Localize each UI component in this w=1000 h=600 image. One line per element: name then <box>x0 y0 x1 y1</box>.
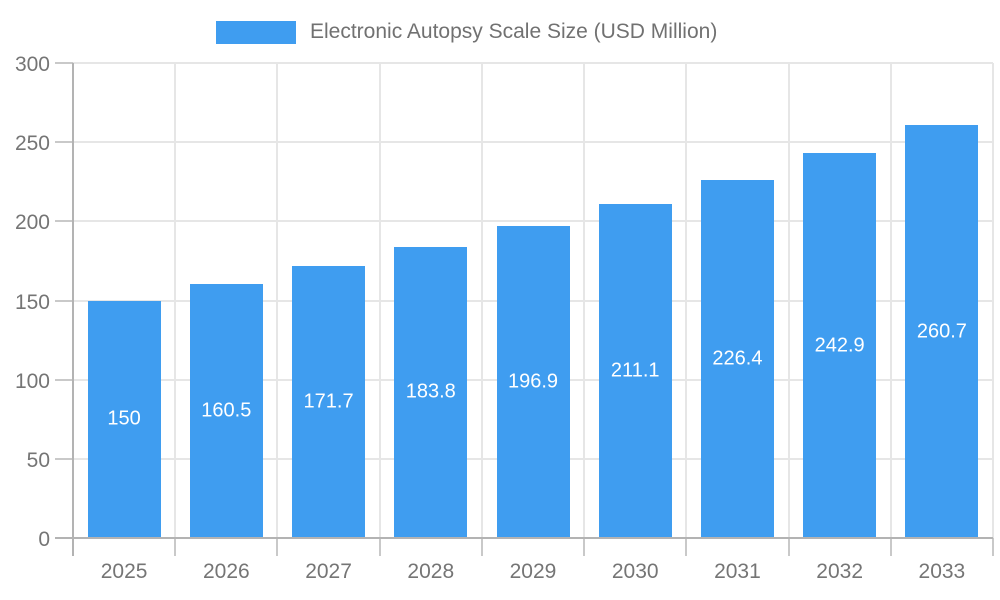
y-axis-line <box>72 63 74 556</box>
gridline-vertical <box>685 63 688 538</box>
gridline-vertical <box>276 63 279 538</box>
bar-value-label: 260.7 <box>916 320 967 343</box>
gridline-horizontal <box>73 220 993 223</box>
gridline-vertical <box>174 63 177 538</box>
y-axis-tick <box>55 299 73 302</box>
bar-value-label: 211.1 <box>610 359 660 382</box>
bar-value-label: 196.9 <box>507 370 559 393</box>
legend-swatch <box>216 20 296 44</box>
bar-value-label: 226.4 <box>712 347 763 370</box>
bar-value-label: 242.9 <box>814 334 865 357</box>
y-axis-tick <box>55 220 73 223</box>
gridline-vertical <box>378 63 381 538</box>
x-axis-tick <box>378 538 381 556</box>
y-axis-label: 250 <box>14 132 50 156</box>
bar-2027: 171.7 <box>292 266 366 538</box>
x-axis-label: 2029 <box>509 560 557 583</box>
x-axis-tick <box>787 538 790 556</box>
y-axis-label: 150 <box>14 290 50 314</box>
gridline-horizontal <box>73 141 993 144</box>
x-axis-label: 2028 <box>407 560 455 583</box>
bar-2033: 260.7 <box>905 125 979 538</box>
bar-2032: 242.9 <box>803 153 877 538</box>
y-axis-label: 50 <box>26 448 50 472</box>
gridline-vertical <box>889 63 892 538</box>
x-axis-label: 2033 <box>918 560 966 583</box>
x-axis-label: 2032 <box>816 560 864 583</box>
y-axis-tick <box>55 141 73 144</box>
gridline-vertical <box>480 63 483 538</box>
bar-2028: 183.8 <box>394 246 468 538</box>
x-axis-line <box>55 537 993 539</box>
bar-2026: 160.5 <box>189 283 263 538</box>
x-axis-tick <box>685 538 688 556</box>
bar-2031: 226.4 <box>700 179 774 538</box>
x-axis-tick <box>583 538 586 556</box>
bar-value-label: 171.7 <box>303 390 354 413</box>
x-axis-tick <box>480 538 483 556</box>
gridline-vertical <box>583 63 586 538</box>
bar-value-label: 183.8 <box>405 380 456 403</box>
x-axis-tick <box>276 538 279 556</box>
gridline-horizontal <box>73 62 993 64</box>
legend-label: Electronic Autopsy Scale Size (USD Milli… <box>310 20 718 43</box>
y-axis-tick <box>55 62 73 64</box>
gridline-vertical <box>992 63 994 538</box>
y-axis-label: 200 <box>14 211 50 235</box>
x-axis-tick <box>174 538 177 556</box>
bar-value-label: 150 <box>107 407 141 430</box>
y-axis-label: 300 <box>14 53 50 76</box>
x-axis-label: 2026 <box>202 560 250 583</box>
gridline-vertical <box>787 63 790 538</box>
y-axis-label: 100 <box>14 369 50 393</box>
y-axis-tick <box>55 378 73 381</box>
x-axis-label: 2030 <box>611 560 659 583</box>
x-axis-tick <box>992 538 994 556</box>
bar-2030: 211.1 <box>598 203 672 538</box>
bar-2029: 196.9 <box>496 226 570 538</box>
y-axis-tick <box>55 457 73 460</box>
x-axis-tick <box>889 538 892 556</box>
x-axis-label: 2031 <box>714 560 761 583</box>
x-axis-label: 2027 <box>305 560 352 583</box>
bar-2025: 150 <box>87 300 161 538</box>
bar-value-label: 160.5 <box>201 399 252 422</box>
chart-legend: Electronic Autopsy Scale Size (USD Milli… <box>216 18 717 46</box>
y-axis-label: 0 <box>38 528 50 551</box>
x-axis-label: 2025 <box>100 560 148 583</box>
